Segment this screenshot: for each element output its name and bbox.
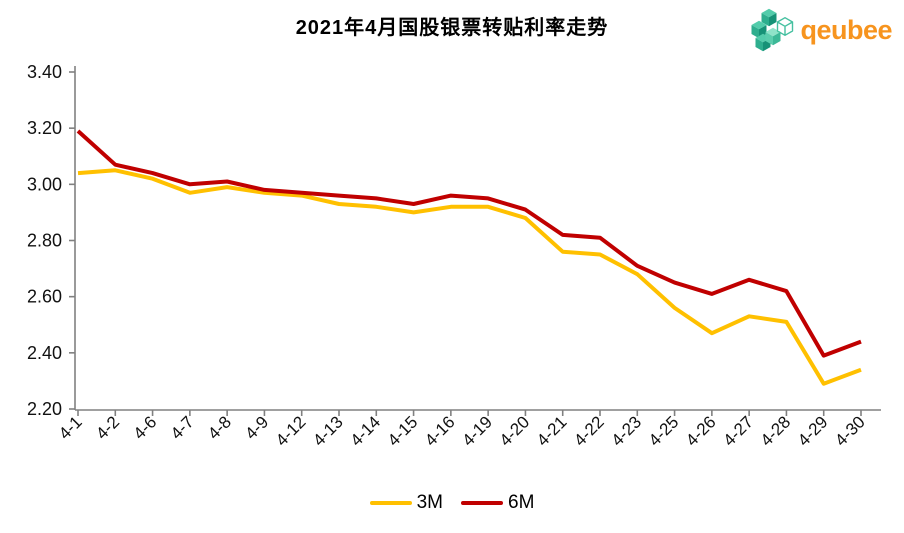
cube-top — [761, 8, 777, 27]
y-tick-label: 3.40 — [27, 62, 62, 82]
qeubee-logo: qeubee — [749, 5, 892, 55]
x-tick-label: 4-22 — [570, 412, 607, 449]
y-tick-label: 3.20 — [27, 118, 62, 138]
x-tick-label: 4-9 — [241, 412, 272, 443]
x-tick-label: 4-20 — [496, 412, 533, 449]
x-tick-label: 4-26 — [682, 412, 719, 449]
qeubee-logo-text: qeubee — [800, 14, 892, 45]
y-tick-label: 2.20 — [27, 399, 62, 419]
x-tick-label: 4-21 — [533, 412, 570, 449]
x-tick-label: 4-29 — [794, 412, 831, 449]
cube-center — [765, 27, 781, 46]
legend-label-3m: 3M — [416, 492, 443, 513]
x-tick-label: 4-15 — [384, 412, 421, 449]
y-tick-label: 2.40 — [27, 343, 62, 363]
series-line-6m — [76, 129, 862, 358]
legend-swatch-3m — [369, 500, 412, 506]
legend-swatch-6m — [461, 500, 503, 506]
y-tick-label: 2.80 — [27, 231, 62, 251]
y-tick-label: 2.60 — [27, 287, 62, 307]
x-tick-label: 4-27 — [719, 412, 756, 449]
qeubee-cubes-icon — [751, 8, 794, 52]
x-tick-label: 4-25 — [645, 412, 682, 449]
x-tick-label: 4-23 — [608, 412, 645, 449]
x-tick-label: 4-13 — [309, 412, 346, 449]
x-tick-label: 4-2 — [92, 412, 123, 443]
x-tick-label: 4-7 — [167, 412, 198, 443]
cube-outline — [777, 17, 794, 36]
y-tick-label: 3.00 — [27, 174, 62, 194]
x-tick-label: 4-6 — [130, 412, 161, 443]
legend-item-6m: 6M — [461, 492, 534, 514]
x-tick-label: 4-12 — [272, 412, 309, 449]
x-tick-label: 4-16 — [421, 412, 458, 449]
x-tick-label: 4-14 — [347, 412, 384, 449]
x-tick-label: 4-19 — [458, 412, 495, 449]
line-chart: 2.202.402.602.803.003.203.404-1 4-2 4-6 4-7… — [27, 62, 881, 450]
legend-item-3m: 3M — [369, 492, 443, 514]
chart-legend: 3M 6M — [0, 489, 904, 517]
x-tick-label: 4-30 — [831, 412, 868, 449]
legend-label-6m: 6M — [508, 492, 535, 513]
x-tick-label: 4-28 — [757, 412, 794, 449]
chart-title: 2021年4月国股银票转贴利率走势 — [295, 17, 609, 39]
x-tick-label: 4-8 — [204, 412, 235, 443]
series-line-3m — [77, 168, 862, 386]
